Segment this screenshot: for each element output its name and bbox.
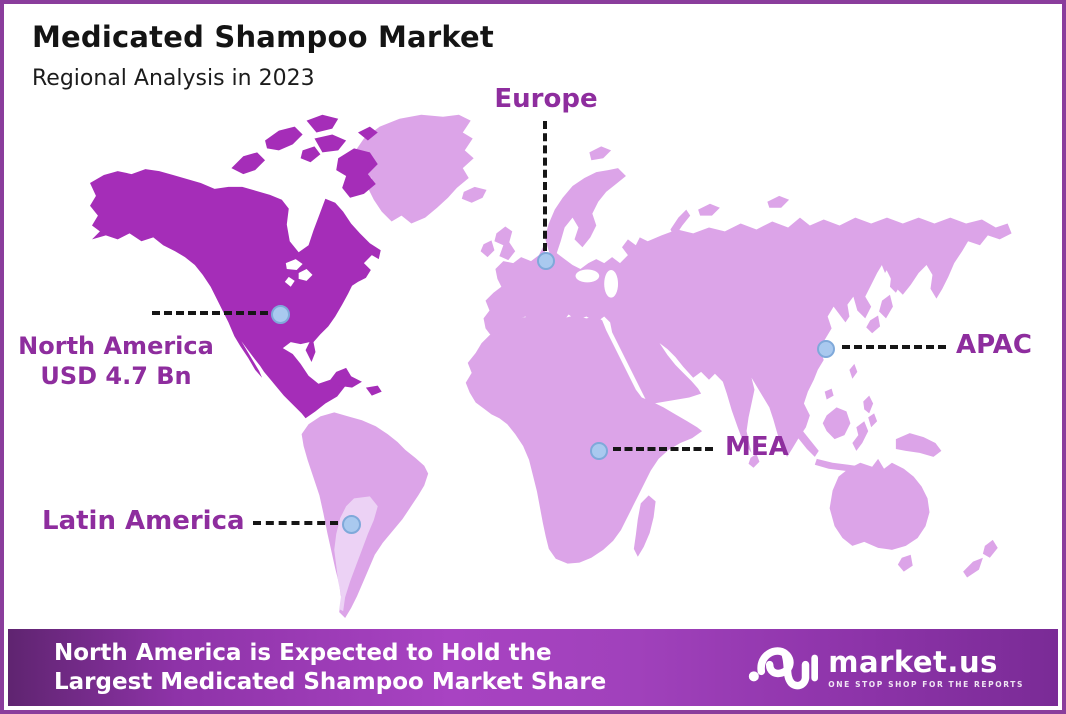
map-australia <box>829 458 930 550</box>
map-greenland <box>353 114 474 224</box>
footer-headline-line2: Largest Medicated Shampoo Market Share <box>54 668 607 695</box>
map-arctic-islands <box>231 114 378 198</box>
world-map <box>90 114 1012 619</box>
map-africa <box>465 312 703 564</box>
map-marker-europe <box>537 252 555 270</box>
region-label-mea: MEA <box>725 432 789 462</box>
brand-name: market.us <box>828 644 998 679</box>
map-tasmania <box>897 554 913 572</box>
leader-line-europe <box>543 121 547 251</box>
map-marker-mea <box>590 442 608 460</box>
region-name-north-america: North America <box>18 332 214 360</box>
map-great-lakes <box>284 259 313 287</box>
map-north-america <box>90 169 381 419</box>
region-label-north-america: North America USD 4.7 Bn <box>16 331 216 391</box>
map-sri-lanka <box>748 453 760 468</box>
map-british-isles <box>480 226 516 261</box>
map-marker-north-america <box>271 305 290 324</box>
region-label-europe: Europe <box>494 84 598 114</box>
map-sakhalin <box>881 239 895 273</box>
page-subtitle: Regional Analysis in 2023 <box>32 66 315 91</box>
map-eurasia <box>483 168 1012 457</box>
region-value-north-america: USD 4.7 Bn <box>40 362 192 390</box>
page-title: Medicated Shampoo Market <box>32 20 494 54</box>
map-black-sea <box>575 269 600 283</box>
map-new-zealand <box>963 539 998 578</box>
map-japan <box>866 271 903 334</box>
map-taiwan <box>824 363 858 400</box>
map-madagascar <box>633 495 656 557</box>
region-label-latin-america: Latin America <box>42 506 245 536</box>
market-us-logo-icon <box>749 646 819 689</box>
region-label-apac: APAC <box>956 330 1032 360</box>
map-russian-islands <box>670 195 790 238</box>
map-marker-apac <box>817 340 835 358</box>
map-iceland <box>461 186 487 203</box>
map-caribbean <box>334 375 382 396</box>
map-philippines <box>863 395 878 428</box>
brand-text: market.us ONE STOP SHOP FOR THE REPORTS <box>828 647 1024 689</box>
map-marker-latin-america <box>342 515 361 534</box>
map-caspian-sea <box>604 269 619 298</box>
map-indonesia <box>791 407 869 473</box>
brand-block: market.us ONE STOP SHOP FOR THE REPORTS <box>748 640 1024 696</box>
footer-banner: North America is Expected to Hold the La… <box>8 629 1058 706</box>
footer-headline: North America is Expected to Hold the La… <box>54 639 606 697</box>
brand-tagline: ONE STOP SHOP FOR THE REPORTS <box>828 679 1024 689</box>
leader-line-mea <box>613 447 713 451</box>
leader-line-north-america <box>152 311 268 315</box>
map-new-guinea <box>895 433 942 457</box>
footer-headline-line1: North America is Expected to Hold the <box>54 639 552 666</box>
leader-line-apac <box>842 345 946 349</box>
map-arctic-island <box>589 146 612 161</box>
leader-line-latin-america <box>253 521 338 525</box>
